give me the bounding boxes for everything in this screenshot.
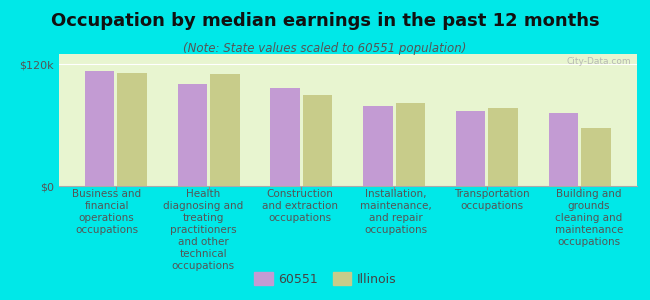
Text: Construction
and extraction
occupations: Construction and extraction occupations <box>261 189 337 223</box>
Text: Installation,
maintenance,
and repair
occupations: Installation, maintenance, and repair oc… <box>360 189 432 235</box>
Text: Business and
financial
operations
occupations: Business and financial operations occupa… <box>72 189 141 235</box>
Bar <box>84 71 114 186</box>
Bar <box>177 85 207 186</box>
Text: (Note: State values scaled to 60551 population): (Note: State values scaled to 60551 popu… <box>183 42 467 55</box>
Bar <box>363 106 393 186</box>
Bar <box>117 73 147 186</box>
Bar <box>549 113 578 186</box>
Legend: 60551, Illinois: 60551, Illinois <box>249 267 401 291</box>
Text: Health
diagnosing and
treating
practitioners
and other
technical
occupations: Health diagnosing and treating practitio… <box>163 189 243 271</box>
Bar <box>270 88 300 186</box>
Text: Building and
grounds
cleaning and
maintenance
occupations: Building and grounds cleaning and mainte… <box>554 189 623 247</box>
Bar <box>456 111 486 186</box>
Bar <box>488 108 518 186</box>
Bar <box>210 74 240 186</box>
Bar <box>303 94 332 186</box>
Bar <box>395 103 425 186</box>
Bar <box>581 128 611 186</box>
Text: Occupation by median earnings in the past 12 months: Occupation by median earnings in the pas… <box>51 12 599 30</box>
Text: City-Data.com: City-Data.com <box>567 57 631 66</box>
Text: Transportation
occupations: Transportation occupations <box>454 189 530 211</box>
